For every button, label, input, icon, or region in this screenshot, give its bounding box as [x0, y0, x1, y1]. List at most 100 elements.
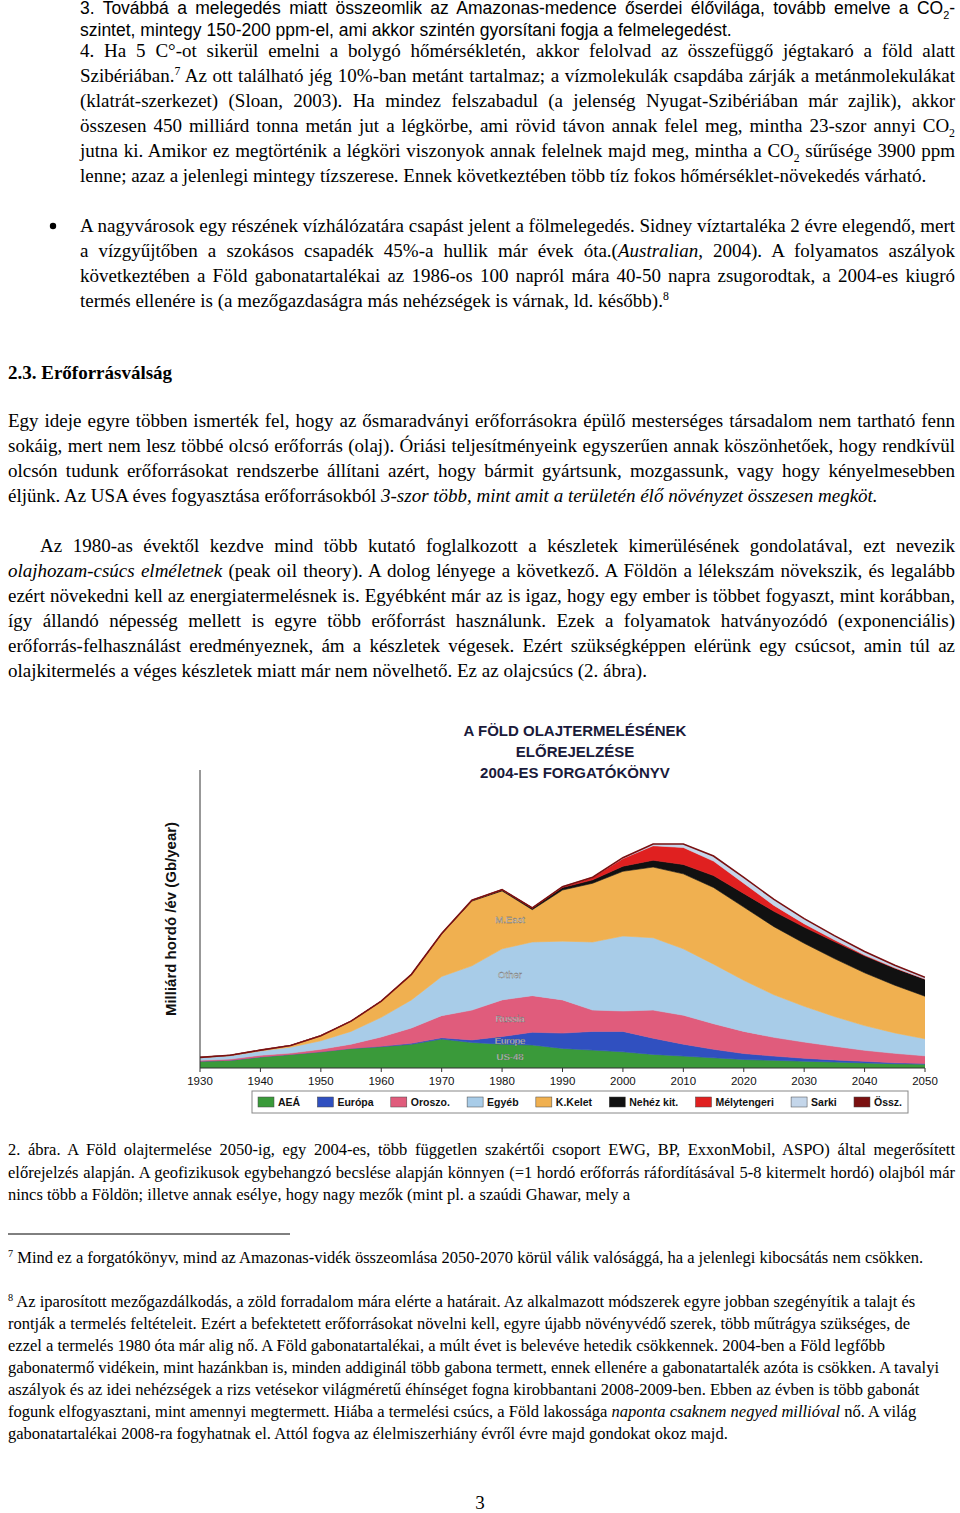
- legend-label: Oroszo.: [411, 1096, 450, 1108]
- x-tick-label: 2050: [912, 1075, 938, 1087]
- legend-label: Sarki: [811, 1096, 837, 1108]
- area-series: [200, 846, 925, 1058]
- x-tick-label: 2030: [791, 1075, 817, 1087]
- line-series: [200, 844, 925, 1057]
- legend-label: Össz.: [874, 1096, 902, 1108]
- legend-swatch: [258, 1097, 274, 1107]
- legend-item: Sarki: [791, 1096, 837, 1108]
- x-tick-label: 1980: [489, 1075, 515, 1087]
- legend-item: Össz.: [854, 1096, 902, 1108]
- x-tick: [683, 1068, 684, 1072]
- legend-label: Európa: [337, 1096, 373, 1108]
- x-tick: [562, 1068, 563, 1072]
- x-axis-line: [200, 1068, 925, 1069]
- area-annotation: Russia: [495, 1013, 525, 1024]
- chart-title: 2004-ES FORGATÓKÖNYV: [480, 764, 670, 781]
- x-tick-label: 2040: [852, 1075, 878, 1087]
- legend-swatch: [536, 1097, 552, 1107]
- x-tick: [804, 1068, 805, 1072]
- text-run: 7: [174, 65, 180, 78]
- area-annotation: US-48: [497, 1051, 524, 1062]
- paragraph: Az 1980-as évektől kezdve mind több kuta…: [8, 533, 955, 683]
- legend-swatch: [695, 1097, 711, 1107]
- x-tick-label: 1930: [187, 1075, 213, 1087]
- legend-item: AEÁ: [258, 1096, 301, 1108]
- page-number: 3: [0, 1490, 960, 1513]
- x-tick: [864, 1068, 865, 1072]
- legend-swatch: [467, 1097, 483, 1107]
- section-heading: 2.3. Erőforrásválság: [8, 360, 608, 385]
- legend-item: Egyéb: [467, 1096, 519, 1108]
- x-tick-label: 1970: [429, 1075, 455, 1087]
- area-series: [200, 867, 925, 1058]
- legend-swatch: [391, 1097, 407, 1107]
- text-run: jutna ki. Amikor ez megtörténik a légkör…: [80, 140, 794, 161]
- text-run: 2: [943, 9, 949, 21]
- x-tick: [260, 1068, 261, 1072]
- text-run: 3-szor több, mint amit a területén élő n…: [381, 485, 878, 506]
- x-tick: [925, 1068, 926, 1072]
- chart-title: ELŐREJELZÉSE: [516, 743, 634, 760]
- chart-title: A FÖLD OLAJTERMELÉSÉNEK: [464, 722, 687, 739]
- text-run: olajhozam-csúcs elméletnek: [8, 560, 222, 581]
- area-series: [200, 844, 925, 1057]
- list-item: 3. Továbbá a melegedés miatt összeomlik …: [80, 0, 955, 41]
- text-run: 3. Továbbá a melegedés miatt összeomlik …: [80, 0, 943, 18]
- footnote: 8 Az iparosított mezőgazdálkodás, a zöld…: [8, 1291, 943, 1445]
- area-series: [200, 1031, 925, 1064]
- legend-item: K.Kelet: [536, 1096, 593, 1108]
- text-run: Az 1980-as évektől kezdve mind több kuta…: [40, 535, 955, 556]
- footnote-number: 7: [8, 1248, 13, 1259]
- legend-label: AEÁ: [278, 1096, 301, 1108]
- text-run: Az iparosított mezőgazdálkodás, a zöld f…: [8, 1292, 939, 1421]
- legend-swatch: [317, 1097, 333, 1107]
- text-run: 2: [949, 127, 955, 140]
- footnote-number: 8: [8, 1292, 13, 1303]
- legend-item: Mélytengeri: [695, 1096, 773, 1108]
- text-run: 8: [663, 290, 669, 303]
- legend-item: Európa: [317, 1096, 373, 1108]
- x-tick-label: 2010: [671, 1075, 697, 1087]
- x-tick-label: 1990: [550, 1075, 576, 1087]
- legend-swatch: [609, 1097, 625, 1107]
- area-series: [200, 860, 925, 1057]
- x-tick: [381, 1068, 382, 1072]
- legend-swatch: [791, 1097, 807, 1107]
- area-series: [200, 936, 925, 1060]
- legend-label: Nehéz kit.: [629, 1096, 678, 1108]
- footnote-rule: [8, 1234, 290, 1235]
- x-tick: [200, 1068, 201, 1072]
- legend-item: Nehéz kit.: [609, 1096, 678, 1108]
- legend-item: Oroszo.: [391, 1096, 450, 1108]
- footnote: 7 Mind ez a forgatókönyv, mind az Amazon…: [8, 1247, 943, 1269]
- text-run: Mind ez a forgatókönyv, mind az Amazonas…: [13, 1248, 923, 1267]
- x-tick: [622, 1068, 623, 1072]
- area-series: [200, 996, 925, 1064]
- bullet-dot: [50, 223, 56, 229]
- legend-label: K.Kelet: [556, 1096, 593, 1108]
- area-annotation: Europe: [495, 1035, 526, 1046]
- legend-label: Mélytengeri: [715, 1096, 773, 1108]
- x-tick: [743, 1068, 744, 1072]
- y-axis-line: [200, 770, 201, 1068]
- figure-caption: 2. ábra. A Föld olajtermelése 2050-ig, e…: [8, 1139, 955, 1207]
- paragraph: Egy ideje egyre többen ismerték fel, hog…: [8, 408, 955, 508]
- text-run: 2: [794, 152, 800, 165]
- list-item: 4. Ha 5 C°-ot sikerül emelni a bolygó hő…: [80, 38, 955, 188]
- text-run: Australian: [618, 240, 698, 261]
- x-tick-label: 1950: [308, 1075, 334, 1087]
- legend: AEÁ Európa Oroszo. Egyéb K.Kelet Nehéz kit. Mé…: [252, 1091, 908, 1113]
- plot-marks: [200, 844, 925, 1068]
- chart: A FÖLD OLAJTERMELÉSÉNEK ELŐREJELZÉSE 2004-…: [158, 716, 948, 1118]
- legend-frame: [252, 1091, 908, 1113]
- x-tick: [441, 1068, 442, 1072]
- text-run: Az ott található jég 10%-ban metánt tart…: [80, 65, 955, 136]
- x-tick: [320, 1068, 321, 1072]
- area-annotation: M.East: [495, 914, 525, 925]
- legend-swatch: [854, 1097, 870, 1107]
- x-tick-label: 2000: [610, 1075, 636, 1087]
- x-tick-label: 1940: [248, 1075, 274, 1087]
- area-annotation: Other: [498, 969, 522, 980]
- page: A FÖLD OLAJTERMELÉSÉNEK ELŐREJELZÉSE 2004-…: [0, 0, 960, 1513]
- bullet-item: A nagyvárosok egy részének vízhálózatára…: [80, 213, 955, 313]
